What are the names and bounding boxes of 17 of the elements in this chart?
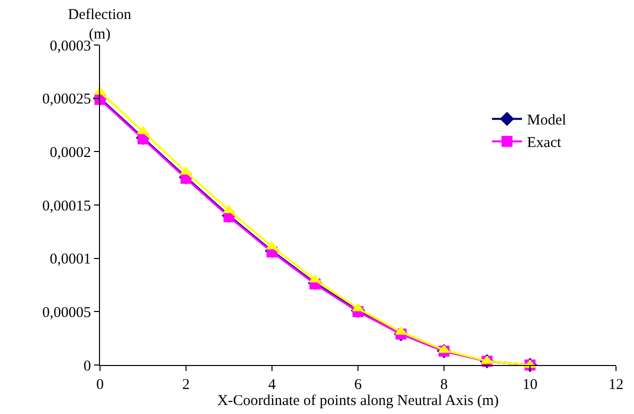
x-tick-label: 8 bbox=[440, 377, 448, 393]
y-tick-label: 0,00025 bbox=[42, 92, 91, 108]
x-tick-label: 4 bbox=[268, 377, 276, 393]
x-tick-label: 0 bbox=[96, 377, 104, 393]
y-tick-label: 0,0002 bbox=[50, 144, 91, 161]
y-tick-label: 0,00005 bbox=[42, 304, 91, 321]
y-tick-label: 0,00015 bbox=[42, 198, 91, 214]
y-tick-label: 0,0001 bbox=[50, 252, 91, 268]
x-tick-label: 2 bbox=[182, 377, 190, 393]
y-tick-label: 0 bbox=[84, 358, 91, 374]
x-axis-title: X-Coordinate of points along Neutral Axis (m) bbox=[217, 393, 499, 409]
legend-label: Model bbox=[527, 112, 566, 129]
x-tick-label: 6 bbox=[354, 377, 362, 393]
x-tick-label: 10 bbox=[522, 377, 538, 393]
legend-label: Exact bbox=[527, 135, 562, 152]
x-tick-label: 12 bbox=[608, 377, 624, 393]
y-tick-label: 0,0003 bbox=[50, 38, 91, 54]
